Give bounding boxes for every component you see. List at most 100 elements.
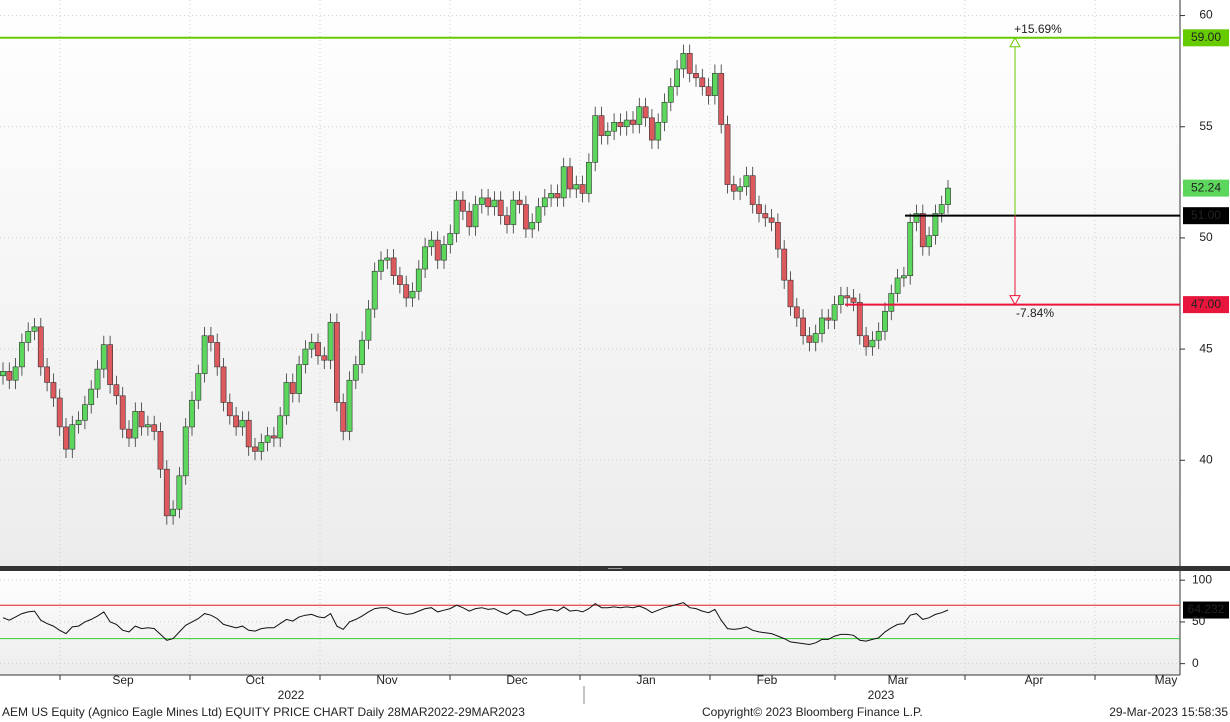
candle-body bbox=[863, 335, 869, 348]
candle-body bbox=[932, 213, 939, 236]
candle-body bbox=[604, 130, 611, 136]
chart-title: AEM US Equity (Agnico Eagle Mines Ltd) E… bbox=[2, 705, 525, 719]
candle-body bbox=[56, 397, 63, 428]
y-tick-label: 60 bbox=[1199, 8, 1213, 22]
candle-body bbox=[302, 348, 309, 365]
candle-body bbox=[308, 342, 315, 350]
candle-body bbox=[195, 373, 202, 401]
level-label: 59.00 bbox=[1191, 30, 1221, 44]
candle-body bbox=[749, 175, 756, 205]
rsi-tick-label: 100 bbox=[1192, 572, 1212, 586]
candle-body bbox=[636, 106, 643, 125]
candle-body bbox=[75, 419, 82, 425]
price-panel bbox=[0, 0, 1180, 567]
candle-body bbox=[239, 419, 246, 428]
x-tick-label: Nov bbox=[376, 673, 397, 687]
candle-body bbox=[478, 197, 485, 205]
candle-body bbox=[938, 204, 945, 214]
loss-arrowhead bbox=[1009, 295, 1021, 306]
candle-body bbox=[132, 411, 139, 439]
rsi-tick-label: 50 bbox=[1192, 614, 1206, 628]
candle-body bbox=[12, 366, 19, 381]
candle-body bbox=[315, 342, 321, 357]
last-price-box bbox=[1183, 179, 1229, 197]
candle-body bbox=[6, 371, 13, 381]
candle-body bbox=[189, 399, 195, 428]
candle-body bbox=[245, 419, 252, 448]
candle-body bbox=[277, 415, 284, 439]
candle-body bbox=[573, 184, 580, 190]
candle-body bbox=[894, 277, 901, 294]
gain-annotation: +15.69% bbox=[1014, 22, 1062, 36]
y-tick-label: 50 bbox=[1199, 230, 1213, 244]
candle-body bbox=[793, 306, 800, 319]
candle-body bbox=[453, 199, 460, 234]
candle-body bbox=[579, 184, 586, 194]
candle-body bbox=[548, 193, 554, 199]
candle-body bbox=[800, 317, 806, 337]
candle-body bbox=[252, 446, 258, 452]
candle-body bbox=[945, 187, 951, 205]
rsi-last-label: 64.232 bbox=[1188, 602, 1225, 616]
candle-body bbox=[756, 204, 762, 214]
candle-body bbox=[567, 166, 573, 190]
candle-body bbox=[384, 257, 391, 261]
candle-body bbox=[661, 101, 668, 123]
candle-body bbox=[428, 239, 435, 248]
candle-body bbox=[176, 475, 183, 510]
rsi-line bbox=[2, 602, 949, 646]
rsi-tick-label: 0 bbox=[1192, 656, 1199, 670]
y-tick-label: 40 bbox=[1199, 452, 1213, 466]
candle-body bbox=[522, 204, 529, 230]
x-tick-label: Apr bbox=[1025, 673, 1044, 687]
candle-body bbox=[592, 115, 599, 163]
candle-body bbox=[844, 295, 851, 299]
candle-body bbox=[781, 248, 788, 281]
candle-body bbox=[378, 259, 384, 272]
candle-body bbox=[875, 331, 882, 341]
candle-body bbox=[296, 364, 302, 394]
candle-body bbox=[598, 115, 605, 136]
candle-body bbox=[82, 404, 88, 421]
candle-body bbox=[371, 270, 378, 310]
candle-body bbox=[655, 121, 662, 141]
x-tick-label: Jan bbox=[636, 673, 655, 687]
candle-body bbox=[812, 333, 819, 343]
loss-annotation: -7.84% bbox=[1016, 306, 1054, 320]
candle-body bbox=[170, 508, 176, 517]
candle-body bbox=[919, 213, 926, 248]
candle-body bbox=[107, 344, 113, 385]
candle-body bbox=[233, 415, 239, 428]
x-tick-label: Sep bbox=[112, 673, 134, 687]
x-tick-label: May bbox=[1155, 673, 1178, 687]
candle-body bbox=[403, 284, 410, 299]
level-label-box bbox=[1183, 207, 1229, 225]
timestamp: 29-Mar-2023 15:58:35 bbox=[1109, 705, 1228, 719]
candle-body bbox=[434, 239, 441, 261]
candle-body bbox=[831, 304, 838, 321]
candle-body bbox=[346, 379, 353, 432]
candle-body bbox=[220, 366, 227, 403]
last-price-label: 52.24 bbox=[1191, 180, 1221, 194]
candle-body bbox=[560, 166, 567, 199]
candle-body bbox=[882, 310, 888, 332]
candle-body bbox=[617, 121, 624, 128]
candle-body bbox=[680, 53, 687, 70]
candle-body bbox=[856, 302, 863, 337]
candle-body bbox=[145, 424, 151, 428]
candle-body bbox=[182, 426, 189, 477]
candle-body bbox=[119, 395, 126, 430]
candle-body bbox=[88, 388, 95, 405]
candle-body bbox=[37, 326, 44, 368]
candle-body bbox=[390, 257, 397, 277]
candle-body bbox=[333, 322, 340, 403]
candle-body bbox=[485, 197, 491, 208]
gain-arrowhead bbox=[1009, 36, 1021, 48]
copyright: Copyright© 2023 Bloomberg Finance L.P. bbox=[702, 705, 923, 719]
candle-body bbox=[648, 117, 655, 141]
candle-body bbox=[623, 119, 630, 128]
candle-body bbox=[699, 77, 706, 88]
candle-body bbox=[441, 244, 447, 261]
candle-body bbox=[504, 215, 510, 225]
